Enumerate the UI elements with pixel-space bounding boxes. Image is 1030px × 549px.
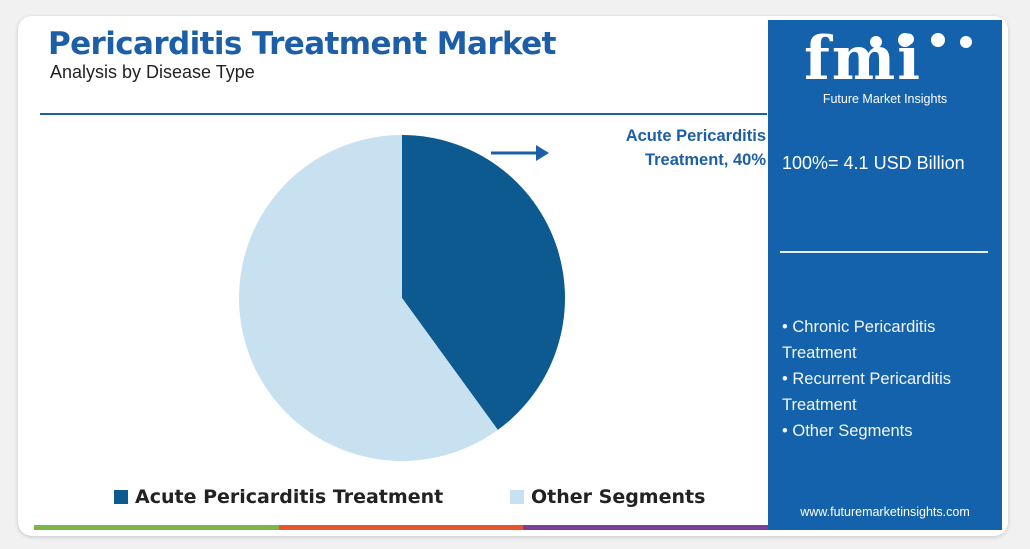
- legend-label-acute: Acute Pericarditis Treatment: [135, 486, 444, 508]
- segment-list: • Chronic Pericarditis Treatment • Recur…: [782, 314, 997, 444]
- info-sidebar: fmi Future Market Insights 100%= 4.1 USD…: [768, 20, 1002, 530]
- logo-globe-icons: [870, 33, 972, 48]
- chart-subtitle: Analysis by Disease Type: [50, 62, 255, 82]
- legend-swatch-acute: [114, 490, 128, 504]
- legend-label-other: Other Segments: [531, 486, 706, 508]
- segment-item-other: • Other Segments: [782, 422, 913, 440]
- sidebar-divider: [780, 251, 988, 253]
- legend-swatch-other: [510, 490, 524, 504]
- market-total: 100%= 4.1 USD Billion: [782, 153, 965, 173]
- annotation-line-1: Acute Pericarditis: [625, 127, 766, 145]
- annotation-line-2: Treatment, 40%: [644, 151, 766, 169]
- pie-slice-acute-pericarditis-treatment: [402, 135, 565, 430]
- bar-segment-orange: [278, 525, 524, 530]
- bar-segment-green: [34, 525, 279, 530]
- chart-title: Pericarditis Treatment Market: [48, 26, 556, 62]
- slice-annotation: Acute Pericarditis Treatment, 40%: [566, 124, 766, 172]
- segment-item-chronic: • Chronic Pericarditis Treatment: [782, 318, 936, 362]
- bar-segment-purple: [523, 525, 769, 530]
- legend-item-acute: Acute Pericarditis Treatment: [114, 486, 443, 508]
- segment-item-recurrent: • Recurrent Pericarditis Treatment: [782, 370, 951, 414]
- legend-item-other: Other Segments: [510, 486, 705, 508]
- pie-slice-other-segments: [238, 135, 498, 461]
- title-divider: [40, 113, 767, 115]
- report-card: Pericarditis Treatment Market Analysis b…: [18, 16, 1008, 536]
- callout-arrow: [491, 145, 549, 161]
- logo-tagline: Future Market Insights: [822, 92, 948, 106]
- website-link: www.futuremarketinsights.com: [800, 505, 970, 519]
- bottom-color-bar: [34, 525, 769, 530]
- pie-chart: [238, 135, 565, 461]
